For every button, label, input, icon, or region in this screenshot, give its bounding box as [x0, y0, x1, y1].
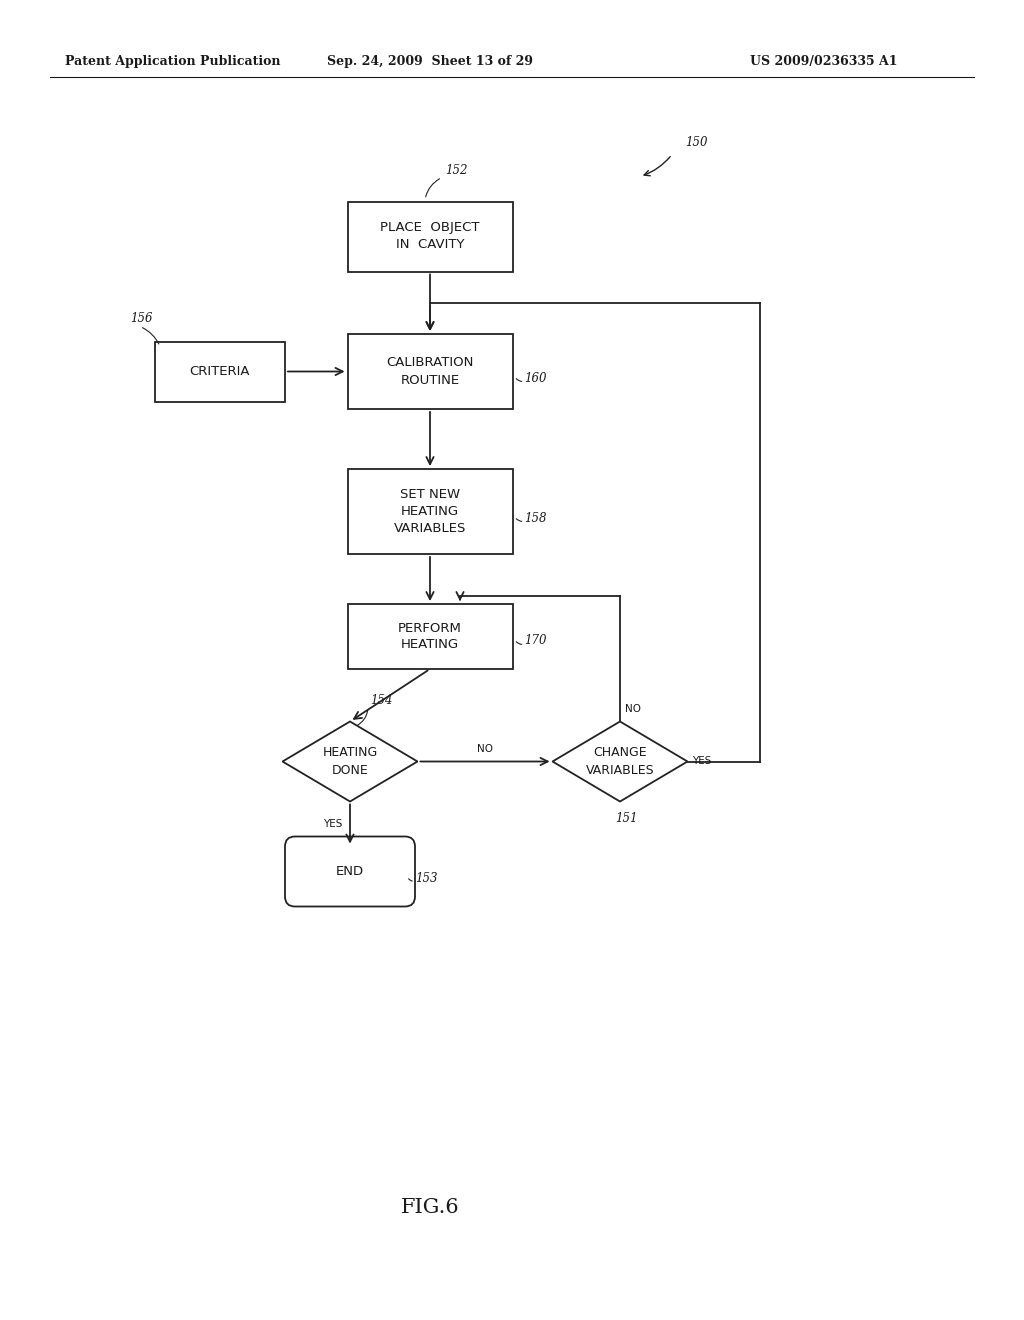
- FancyBboxPatch shape: [347, 605, 512, 669]
- FancyBboxPatch shape: [347, 469, 512, 554]
- FancyBboxPatch shape: [347, 202, 512, 272]
- Text: CALIBRATION
ROUTINE: CALIBRATION ROUTINE: [386, 356, 474, 387]
- Text: 154: 154: [370, 693, 392, 706]
- Polygon shape: [283, 722, 418, 801]
- Text: 158: 158: [524, 511, 547, 524]
- Text: 160: 160: [524, 371, 547, 384]
- Text: END: END: [336, 865, 365, 878]
- Text: NO: NO: [625, 704, 641, 714]
- Text: SET NEW
HEATING
VARIABLES: SET NEW HEATING VARIABLES: [394, 488, 466, 535]
- Text: YES: YES: [323, 818, 342, 829]
- Text: Patent Application Publication: Patent Application Publication: [65, 55, 281, 69]
- Text: CRITERIA: CRITERIA: [189, 366, 250, 378]
- FancyBboxPatch shape: [155, 342, 285, 401]
- Text: Sep. 24, 2009  Sheet 13 of 29: Sep. 24, 2009 Sheet 13 of 29: [327, 55, 534, 69]
- Text: 153: 153: [415, 871, 437, 884]
- Text: 152: 152: [445, 164, 468, 177]
- Text: 151: 151: [615, 812, 638, 825]
- FancyBboxPatch shape: [285, 837, 415, 907]
- Text: NO: NO: [477, 743, 493, 754]
- Text: CHANGE
VARIABLES: CHANGE VARIABLES: [586, 747, 654, 776]
- Text: YES: YES: [692, 756, 712, 767]
- Text: FIG.6: FIG.6: [400, 1199, 460, 1217]
- FancyBboxPatch shape: [347, 334, 512, 409]
- Text: HEATING
DONE: HEATING DONE: [323, 747, 378, 776]
- Text: 150: 150: [685, 136, 708, 149]
- Text: PERFORM
HEATING: PERFORM HEATING: [398, 622, 462, 652]
- Text: PLACE  OBJECT
IN  CAVITY: PLACE OBJECT IN CAVITY: [380, 222, 480, 252]
- Text: US 2009/0236335 A1: US 2009/0236335 A1: [750, 55, 897, 69]
- Text: 170: 170: [524, 635, 547, 648]
- Polygon shape: [553, 722, 687, 801]
- Text: 156: 156: [130, 312, 153, 325]
